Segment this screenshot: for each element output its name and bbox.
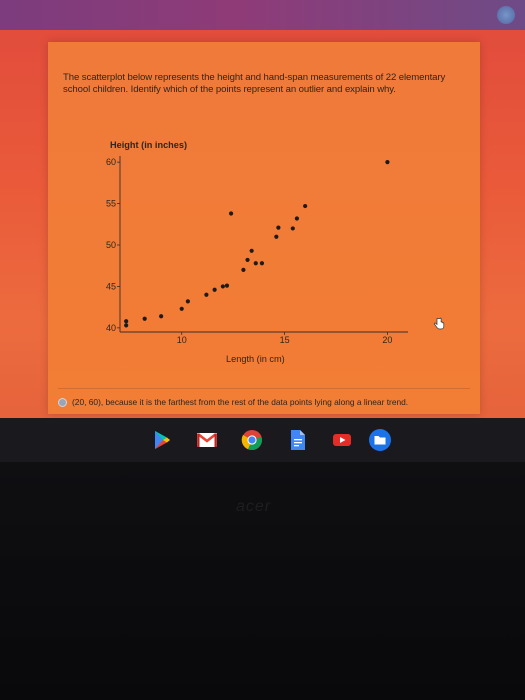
- y-tick-label: 45: [106, 281, 116, 291]
- hand-pointer-icon: [433, 317, 445, 330]
- y-tick-label: 55: [106, 199, 116, 209]
- data-point: [228, 211, 234, 216]
- status-dot-icon: [497, 6, 515, 24]
- docs-icon[interactable]: [285, 428, 309, 452]
- data-point: [303, 203, 308, 209]
- data-point: [185, 299, 190, 304]
- data-point: [124, 323, 129, 328]
- data-point: [276, 225, 281, 230]
- data-point: [259, 261, 265, 266]
- taskbar-shelf: [0, 418, 525, 462]
- data-point: [224, 283, 230, 288]
- chrome-icon[interactable]: [240, 428, 264, 452]
- brand-logo: acer: [236, 498, 272, 515]
- data-point: [159, 314, 164, 319]
- question-card: 40 45 50 55 60 10 15 20 Height (in inches) Leng…: [48, 42, 480, 414]
- top-bar: [0, 0, 525, 30]
- files-icon[interactable]: [368, 428, 392, 452]
- data-point: [290, 226, 295, 231]
- y-tick-label: 50: [106, 240, 116, 250]
- data-point: [220, 284, 225, 289]
- y-axis-label: Height (in inches): [110, 140, 187, 150]
- plot-axes: 40 45 50 55 60 10 15 20: [106, 156, 408, 345]
- divider: [58, 388, 470, 389]
- data-point: [274, 234, 279, 239]
- data-point: [179, 306, 184, 311]
- y-tick-label: 40: [106, 323, 116, 333]
- data-point: [245, 257, 250, 263]
- data-point: [212, 287, 217, 292]
- data-point: [204, 292, 209, 297]
- gmail-icon[interactable]: [195, 428, 219, 452]
- x-axis-label: Length (in cm): [226, 354, 285, 364]
- scatterplot: 40 45 50 55 60 10 15 20 Height (in inches) Leng…: [106, 140, 408, 364]
- screen: 40 45 50 55 60 10 15 20 Height (in inches) Leng…: [0, 0, 525, 462]
- x-tick-label: 10: [177, 335, 187, 345]
- laptop-bezel: [0, 462, 525, 700]
- data-point: [241, 267, 246, 272]
- data-points: [124, 160, 390, 328]
- data-point: [294, 216, 300, 221]
- data-point: [253, 261, 258, 266]
- play-store-icon[interactable]: [150, 428, 174, 452]
- answer-option[interactable]: (20, 60), because it is the farthest fro…: [58, 394, 473, 410]
- axis-labels: Height (in inches) Length (in cm): [110, 140, 285, 364]
- data-point: [249, 248, 254, 253]
- answer-text: (20, 60), because it is the farthest fro…: [72, 397, 409, 407]
- answer-radio[interactable]: [58, 397, 67, 407]
- question-text: The scatterplot below represents the hei…: [63, 72, 446, 95]
- y-tick-label: 60: [106, 157, 116, 167]
- x-tick-label: 15: [280, 335, 290, 345]
- data-point: [124, 319, 129, 324]
- data-point: [385, 160, 390, 165]
- youtube-icon[interactable]: [330, 428, 354, 452]
- data-point: [142, 316, 147, 321]
- x-tick-label: 20: [382, 335, 392, 345]
